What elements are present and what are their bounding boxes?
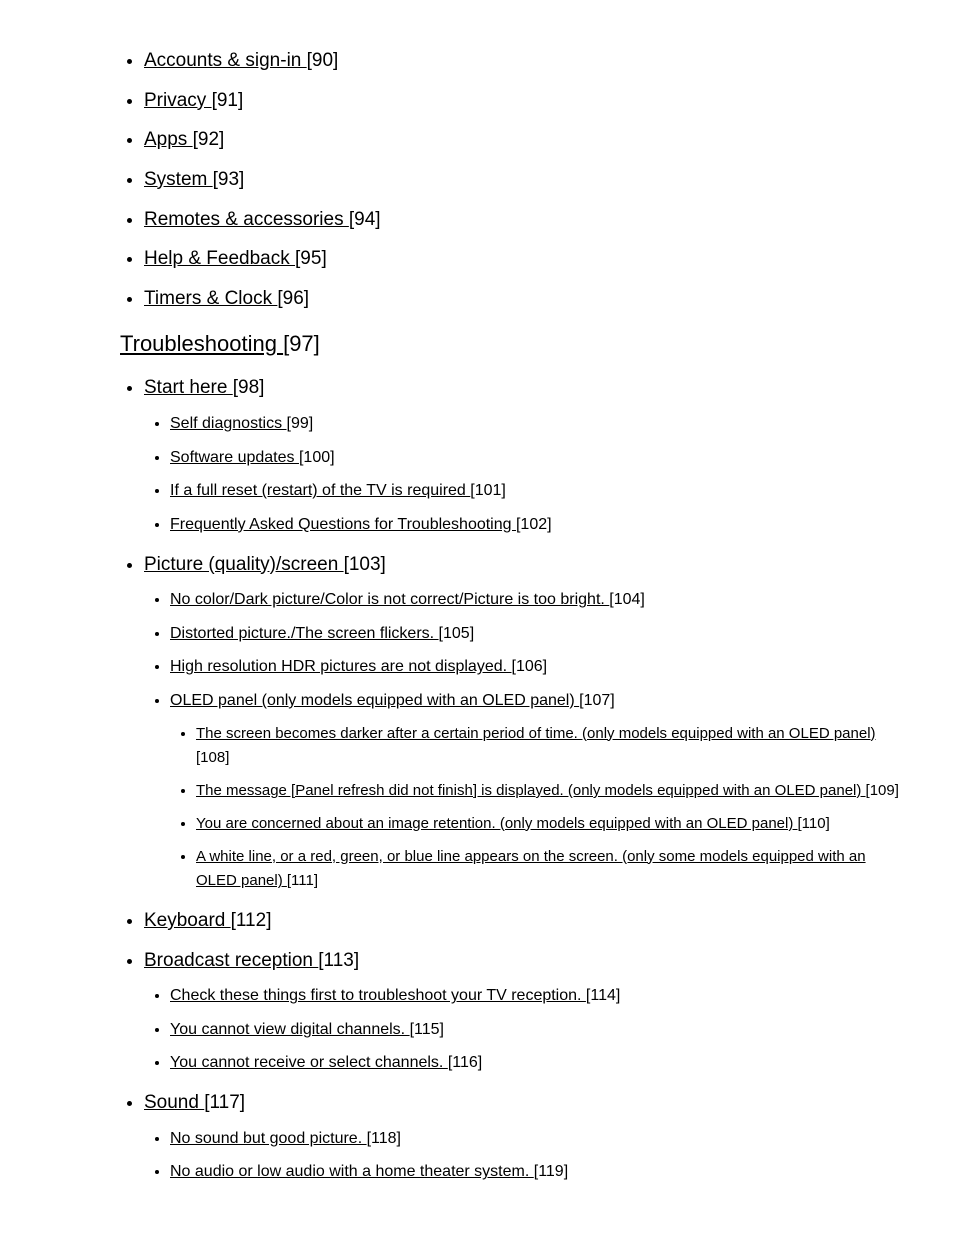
list-item: Software updates [100]: [170, 445, 930, 471]
page-ref: [113]: [318, 950, 359, 971]
list-item: System [93]: [144, 167, 930, 193]
list-item: Distorted picture./The screen flickers. …: [170, 621, 930, 647]
toc-link[interactable]: You are concerned about an image retenti…: [196, 815, 798, 832]
section-heading: Troubleshooting [97]: [120, 331, 930, 357]
toc-link[interactable]: You cannot view digital channels.: [170, 1021, 410, 1038]
toc-link[interactable]: Broadcast reception: [144, 950, 318, 971]
toc-link[interactable]: Keyboard: [144, 910, 231, 931]
toc-link[interactable]: OLED panel (only models equipped with an…: [170, 692, 579, 709]
list-item: OLED panel (only models equipped with an…: [170, 688, 930, 894]
page-ref: [96]: [277, 288, 309, 309]
page-ref: [104]: [609, 591, 645, 608]
list-item: Privacy [91]: [144, 88, 930, 114]
list-item: The screen becomes darker after a certai…: [196, 722, 930, 772]
page-ref: [95]: [295, 248, 327, 269]
list-item: Help & Feedback [95]: [144, 246, 930, 272]
toc-link[interactable]: Timers & Clock: [144, 288, 277, 309]
toc-link[interactable]: The screen becomes darker after a certai…: [196, 725, 876, 742]
list-item: No sound but good picture. [118]: [170, 1126, 930, 1152]
toc-subsublist: The screen becomes darker after a certai…: [170, 722, 930, 895]
toc-link[interactable]: Apps: [144, 129, 193, 150]
toc-link[interactable]: Privacy: [144, 90, 212, 111]
list-item: Remotes & accessories [94]: [144, 207, 930, 233]
list-item: Self diagnostics [99]: [170, 411, 930, 437]
toc-link[interactable]: You cannot receive or select channels.: [170, 1054, 448, 1071]
list-item: You cannot view digital channels. [115]: [170, 1017, 930, 1043]
page-ref: [101]: [470, 482, 506, 499]
list-item: Sound [117] No sound but good picture. […: [144, 1090, 930, 1185]
list-item: A white line, or a red, green, or blue l…: [196, 845, 930, 895]
page-ref: [102]: [516, 516, 552, 533]
list-item: Accounts & sign-in [90]: [144, 48, 930, 74]
page-ref: [106]: [512, 658, 548, 675]
list-item: Apps [92]: [144, 127, 930, 153]
list-item: Frequently Asked Questions for Troublesh…: [170, 512, 930, 538]
page-ref: [100]: [299, 449, 335, 466]
list-item: Broadcast reception [113] Check these th…: [144, 948, 930, 1076]
toc-link[interactable]: High resolution HDR pictures are not dis…: [170, 658, 512, 675]
page-ref: [91]: [212, 90, 244, 111]
toc-link[interactable]: Picture (quality)/screen: [144, 554, 344, 575]
page-ref: [92]: [193, 129, 225, 150]
list-item: No color/Dark picture/Color is not corre…: [170, 587, 930, 613]
toc-link[interactable]: Remotes & accessories: [144, 209, 349, 230]
toc-link[interactable]: Help & Feedback: [144, 248, 295, 269]
page-ref: [93]: [213, 169, 245, 190]
page-ref: [119]: [534, 1163, 568, 1180]
toc-sublist: No sound but good picture. [118] No audi…: [144, 1126, 930, 1185]
page-ref: [98]: [233, 377, 265, 398]
list-item: Check these things first to troubleshoot…: [170, 983, 930, 1009]
toc-link[interactable]: Accounts & sign-in: [144, 50, 307, 71]
help-guide-toc-page: Accounts & sign-in [90] Privacy [91] App…: [0, 0, 954, 1247]
toc-sublist: Self diagnostics [99] Software updates […: [144, 411, 930, 537]
toc-sublist: Check these things first to troubleshoot…: [144, 983, 930, 1076]
page-ref: [90]: [307, 50, 339, 71]
list-item: Timers & Clock [96]: [144, 286, 930, 312]
page-ref: [94]: [349, 209, 381, 230]
list-item: Keyboard [112]: [144, 908, 930, 934]
list-item: Start here [98] Self diagnostics [99] So…: [144, 375, 930, 537]
toc-list-top: Accounts & sign-in [90] Privacy [91] App…: [24, 48, 930, 311]
page-ref: [105]: [439, 625, 475, 642]
toc-link[interactable]: Self diagnostics: [170, 415, 287, 432]
page-ref: [112]: [231, 910, 272, 931]
list-item: If a full reset (restart) of the TV is r…: [170, 478, 930, 504]
list-item: No audio or low audio with a home theate…: [170, 1159, 930, 1185]
page-ref: [115]: [410, 1021, 444, 1038]
page-ref: [114]: [586, 987, 620, 1004]
page-ref: [111]: [287, 872, 318, 889]
toc-list-section: Start here [98] Self diagnostics [99] So…: [24, 375, 930, 1184]
list-item: High resolution HDR pictures are not dis…: [170, 654, 930, 680]
toc-link[interactable]: Sound: [144, 1092, 204, 1113]
toc-link[interactable]: No audio or low audio with a home theate…: [170, 1163, 534, 1180]
list-item: You are concerned about an image retenti…: [196, 812, 930, 837]
toc-link[interactable]: Troubleshooting: [120, 331, 283, 356]
toc-link[interactable]: The message [Panel refresh did not finis…: [196, 782, 866, 799]
page-ref: [97]: [283, 331, 320, 356]
page-ref: [109]: [866, 782, 899, 799]
page-ref: [103]: [344, 554, 386, 575]
toc-link[interactable]: Distorted picture./The screen flickers.: [170, 625, 439, 642]
toc-link[interactable]: Start here: [144, 377, 233, 398]
page-ref: [117]: [204, 1092, 245, 1113]
list-item: Picture (quality)/screen [103] No color/…: [144, 552, 930, 895]
page-ref: [118]: [367, 1130, 401, 1147]
toc-link[interactable]: No sound but good picture.: [170, 1130, 367, 1147]
toc-sublist: No color/Dark picture/Color is not corre…: [144, 587, 930, 894]
list-item: The message [Panel refresh did not finis…: [196, 779, 930, 804]
toc-link[interactable]: If a full reset (restart) of the TV is r…: [170, 482, 470, 499]
toc-link[interactable]: Software updates: [170, 449, 299, 466]
page-ref: [108]: [196, 749, 229, 766]
page-ref: [99]: [287, 415, 314, 432]
toc-link[interactable]: No color/Dark picture/Color is not corre…: [170, 591, 609, 608]
page-ref: [116]: [448, 1054, 482, 1071]
list-item: You cannot receive or select channels. […: [170, 1050, 930, 1076]
page-ref: [107]: [579, 692, 615, 709]
toc-link[interactable]: System: [144, 169, 213, 190]
toc-link[interactable]: Check these things first to troubleshoot…: [170, 987, 586, 1004]
toc-link[interactable]: Frequently Asked Questions for Troublesh…: [170, 516, 516, 533]
page-ref: [110]: [798, 815, 830, 832]
